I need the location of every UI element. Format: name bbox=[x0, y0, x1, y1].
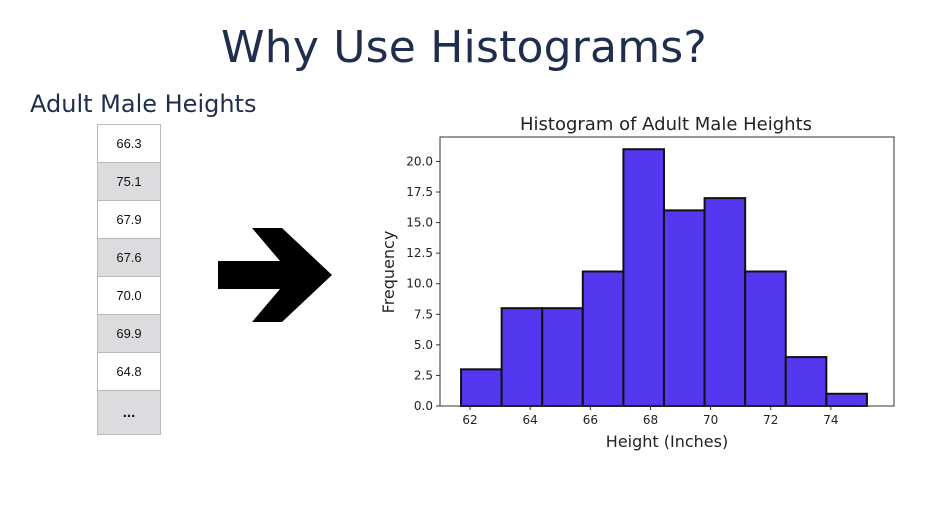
table-cell: 64.8 bbox=[98, 353, 160, 391]
histogram-chart: Histogram of Adult Male Heights 62 64 66 68… bbox=[379, 114, 895, 451]
histogram-bar bbox=[744, 270, 787, 407]
table-cell: 67.6 bbox=[98, 239, 160, 277]
right-arrow-icon bbox=[218, 228, 332, 322]
slide-title: Why Use Histograms? bbox=[221, 22, 707, 73]
y-axis-label: Frequency bbox=[379, 231, 398, 314]
histogram-bar bbox=[500, 307, 544, 408]
height-data-table: 66.3 75.1 67.9 67.6 70.0 69.9 64.8 ... bbox=[97, 124, 161, 435]
y-tick-label: 17.5 bbox=[406, 185, 433, 199]
table-cell-more: ... bbox=[98, 391, 160, 435]
y-tick-label: 10.0 bbox=[406, 277, 433, 291]
histogram-bar bbox=[460, 368, 503, 407]
histogram-bar bbox=[622, 148, 665, 408]
bars-group bbox=[460, 148, 868, 408]
histogram-bar bbox=[784, 356, 828, 408]
y-tick-label: 15.0 bbox=[406, 216, 433, 230]
y-tick-label: 2.5 bbox=[414, 368, 433, 382]
x-tick-label: 68 bbox=[643, 413, 658, 427]
table-cell: 67.9 bbox=[98, 201, 160, 239]
x-axis-label: Height (Inches) bbox=[606, 432, 728, 451]
x-tick-label: 74 bbox=[823, 413, 838, 427]
y-tick-label: 12.5 bbox=[406, 246, 433, 260]
table-cell: 70.0 bbox=[98, 277, 160, 315]
table-title: Adult Male Heights bbox=[30, 90, 257, 118]
table-cell: 66.3 bbox=[98, 125, 160, 163]
x-tick-label: 64 bbox=[523, 413, 538, 427]
chart-title: Histogram of Adult Male Heights bbox=[520, 114, 812, 135]
y-tick-label: 20.0 bbox=[406, 154, 433, 168]
table-cell: 75.1 bbox=[98, 163, 160, 201]
x-tick-label: 70 bbox=[703, 413, 718, 427]
x-tick-label: 72 bbox=[763, 413, 778, 427]
histogram-bar bbox=[581, 270, 625, 407]
histogram-bar bbox=[825, 392, 868, 408]
histogram-bar bbox=[541, 307, 584, 408]
table-cell: 69.9 bbox=[98, 315, 160, 353]
y-axis-ticks: 0.0 2.5 5.0 7.5 10.0 12.5 15.0 17.5 20.0 bbox=[406, 154, 440, 413]
histogram-bar bbox=[703, 197, 747, 407]
plot-frame bbox=[439, 136, 895, 407]
x-tick-label: 66 bbox=[583, 413, 598, 427]
x-axis-ticks: 62 64 66 68 70 72 74 bbox=[462, 406, 839, 427]
x-tick-label: 62 bbox=[462, 413, 477, 427]
y-tick-label: 7.5 bbox=[414, 307, 433, 321]
histogram-bar bbox=[662, 209, 706, 408]
y-tick-label: 5.0 bbox=[414, 338, 433, 352]
y-tick-label: 0.0 bbox=[414, 399, 433, 413]
